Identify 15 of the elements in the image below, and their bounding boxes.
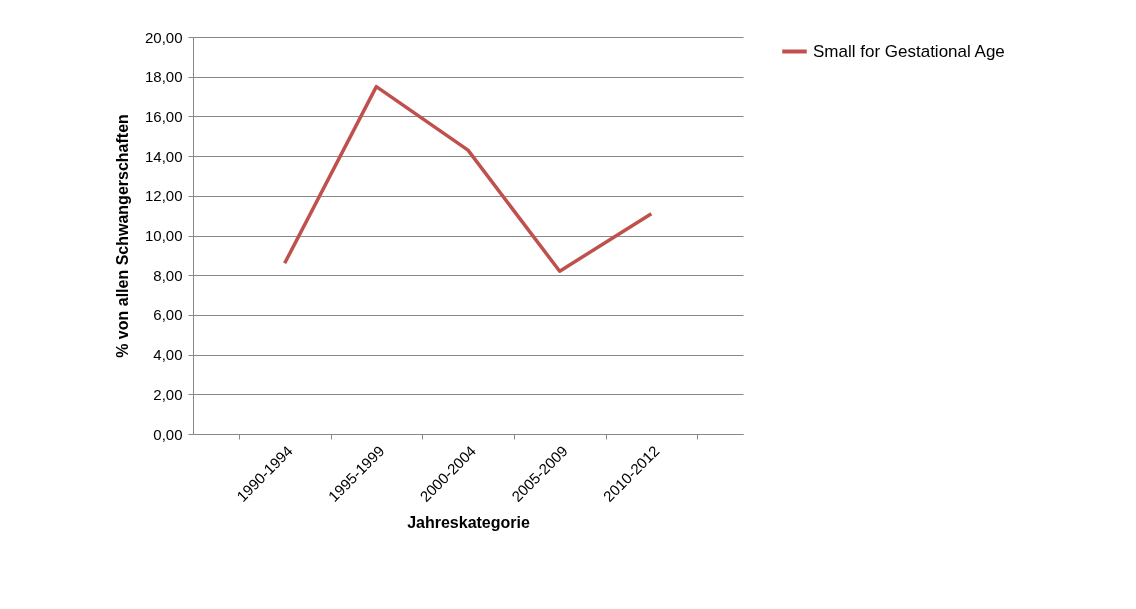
y-tick-label: 14,00: [144, 147, 183, 165]
y-tick-label: 6,00: [153, 306, 183, 324]
legend-label: Small for Gestational Age: [813, 41, 1005, 61]
line-series: [282, 84, 654, 273]
y-axis-title: % von allen Schwangerschaften: [113, 114, 131, 358]
y-tick-label: 0,00: [153, 425, 183, 443]
y-tick-label: 12,00: [144, 187, 183, 205]
y-tick-label: 20,00: [144, 28, 183, 46]
y-tick-label: 4,00: [153, 346, 183, 364]
y-tick-label: 8,00: [153, 266, 183, 284]
x-axis-title: Jahreskategorie: [407, 513, 530, 531]
y-tick-label: 10,00: [144, 227, 183, 244]
y-tick-label: 16,00: [144, 107, 183, 125]
y-tick-label: 2,00: [153, 385, 183, 403]
y-tick-label: 18,00: [144, 68, 183, 86]
